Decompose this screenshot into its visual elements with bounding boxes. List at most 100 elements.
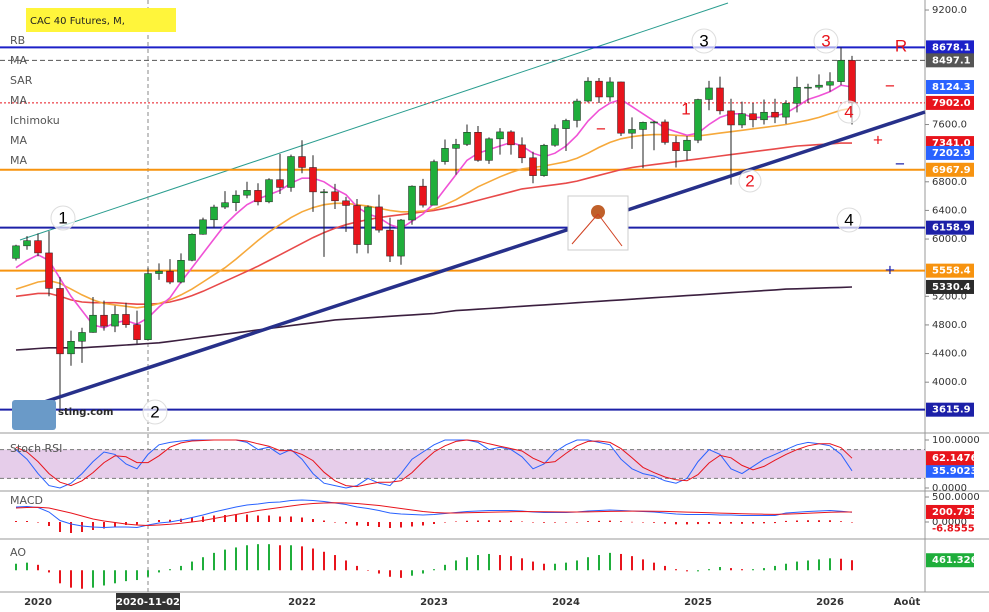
- candle-body: [782, 103, 790, 118]
- histogram-bar: [235, 514, 237, 522]
- histogram-bar: [565, 522, 567, 523]
- histogram-bar: [70, 522, 72, 533]
- level-label: 8124.3: [932, 82, 971, 93]
- histogram-bar: [147, 521, 149, 522]
- histogram-bar: [334, 522, 336, 523]
- wave-circle: [691, 28, 717, 54]
- icon-line: [571, 213, 599, 245]
- ao-bar: [136, 570, 138, 581]
- candle-body: [430, 161, 438, 206]
- level-label: 7341.0: [932, 138, 971, 149]
- candle-body: [628, 129, 636, 134]
- value-label: 200.7956: [932, 507, 985, 518]
- candle-body: [243, 190, 251, 196]
- indicator-label: SAR: [10, 74, 33, 87]
- histogram-bar: [356, 522, 358, 526]
- sign: +: [885, 260, 895, 279]
- wave-circle: [50, 205, 76, 231]
- value-label: -6.8555: [932, 523, 975, 534]
- ao-bar: [301, 546, 303, 571]
- candle-body: [12, 245, 20, 259]
- y-tick-label: 4400.0: [932, 349, 967, 360]
- ao-bar: [455, 560, 457, 571]
- histogram-bar: [818, 520, 820, 522]
- histogram-bar: [224, 515, 226, 522]
- candle-body: [441, 148, 449, 162]
- ao-bar: [26, 562, 28, 571]
- wave-label: 2: [745, 171, 754, 190]
- moving-average: [15, 107, 853, 309]
- candle-body: [650, 121, 658, 124]
- icon-line: [597, 213, 623, 247]
- histogram-bar: [114, 522, 116, 527]
- histogram-bar: [785, 520, 787, 522]
- ao-bar: [774, 565, 776, 571]
- wave-label: 1: [58, 208, 67, 227]
- ao-bar: [345, 560, 347, 571]
- trend-line: [19, 110, 926, 412]
- histogram-bar: [367, 522, 369, 526]
- sign: −: [885, 76, 895, 95]
- ao-bar: [796, 561, 798, 571]
- candle-body: [727, 110, 735, 126]
- candle-body: [67, 340, 75, 355]
- ao-bar: [477, 555, 479, 571]
- wave-label: 4: [844, 102, 853, 121]
- sign: +: [873, 130, 883, 149]
- candle-body: [573, 100, 581, 121]
- candle-body: [166, 270, 174, 283]
- histogram-bar: [81, 522, 83, 532]
- ao-bar: [433, 569, 435, 571]
- ao-bar: [59, 570, 61, 584]
- ao-bar: [598, 555, 600, 571]
- candle-body: [331, 191, 339, 202]
- candle-body: [100, 314, 108, 327]
- histogram-bar: [532, 522, 534, 523]
- ao-bar: [334, 555, 336, 571]
- histogram-bar: [675, 522, 677, 525]
- histogram-bar: [202, 516, 204, 522]
- histogram-bar: [576, 522, 578, 523]
- ao-bar: [15, 563, 17, 571]
- ao-bar: [499, 555, 501, 571]
- indicator-label: MA: [10, 134, 27, 147]
- chart-title: CAC 40 Futures, M,: [30, 16, 125, 27]
- y-tick-label: 500.0000: [932, 492, 980, 503]
- ao-bar: [807, 560, 809, 571]
- ao-bar: [422, 570, 424, 574]
- y-tick-label: 0.0000: [932, 517, 967, 528]
- x-tick-label: 2023: [420, 597, 448, 608]
- candle-body: [540, 144, 548, 176]
- wave-label: 2: [150, 402, 159, 421]
- histogram-bar: [345, 522, 347, 524]
- y-tick-label: 9200.0: [932, 5, 967, 16]
- histogram-bar: [378, 522, 380, 527]
- ao-bar: [565, 562, 567, 571]
- candle-body: [694, 99, 702, 141]
- candle-body: [639, 122, 647, 130]
- candle-body: [837, 60, 845, 82]
- ao-bar: [81, 570, 83, 589]
- histogram-bar: [851, 522, 853, 523]
- histogram-bar: [521, 521, 523, 522]
- candle-body: [815, 84, 823, 88]
- ao-bar: [290, 545, 292, 571]
- histogram-bar: [686, 522, 688, 525]
- candle-body: [210, 206, 218, 221]
- candle-body: [221, 202, 229, 208]
- ao-bar: [246, 545, 248, 571]
- wave-label: 3: [821, 31, 830, 50]
- y-tick-label: 100.0000: [932, 435, 980, 446]
- wave-circle: [142, 399, 168, 425]
- level-box: [926, 279, 974, 294]
- histogram-bar: [609, 520, 611, 522]
- histogram-bar: [631, 521, 633, 523]
- level-box: [926, 53, 974, 68]
- candle-body: [232, 194, 240, 203]
- histogram-bar: [752, 522, 754, 524]
- level-box: [926, 263, 974, 278]
- band: [0, 449, 925, 479]
- candle-body: [419, 185, 427, 206]
- candle-body: [177, 260, 185, 283]
- ao-bar: [510, 556, 512, 571]
